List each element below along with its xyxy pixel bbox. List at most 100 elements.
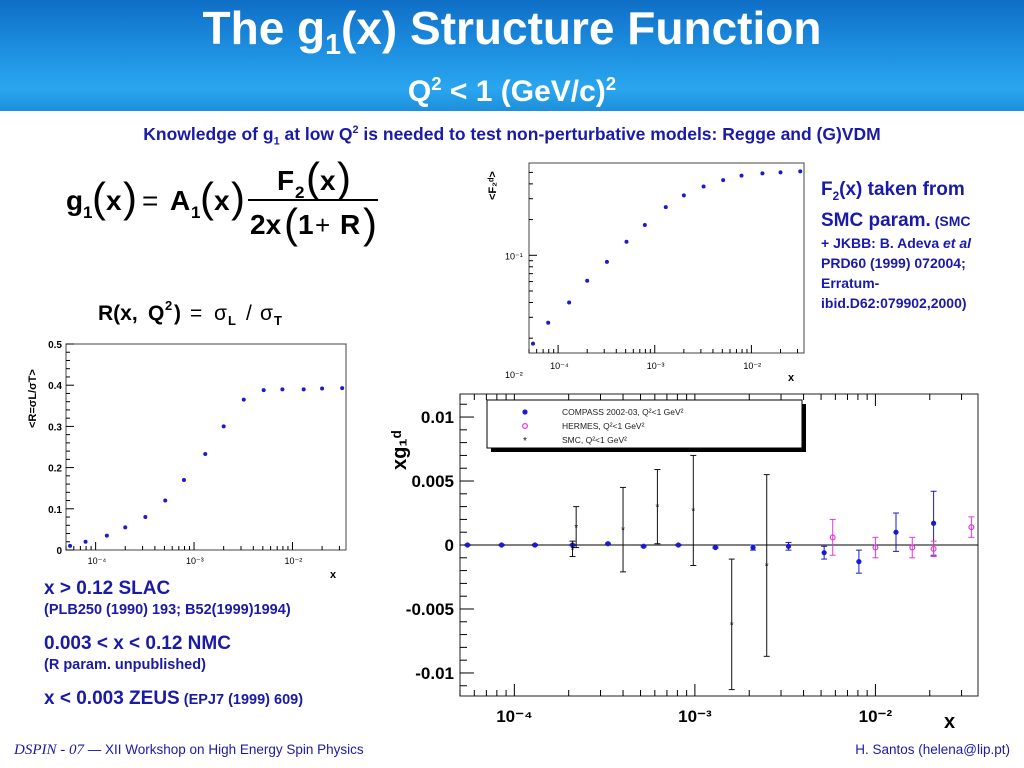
x-tick-label: 10⁻²: [284, 556, 302, 566]
intro-post: is needed to test non-perturbative model…: [358, 123, 881, 144]
data-point: *: [523, 436, 527, 447]
data-point: [280, 387, 285, 392]
data-point: [531, 341, 536, 346]
f2-source-note: F2(x) taken from SMC param. (SMC + JKBB:…: [821, 178, 1021, 313]
data-point: [930, 545, 937, 552]
f2-note-line2: SMC param. (SMC: [821, 209, 1021, 233]
data-point: [181, 477, 186, 482]
data-point: *: [765, 561, 769, 572]
intro-mid: at low Q: [279, 123, 353, 144]
data-point: *: [655, 503, 659, 514]
x-tick-label: 10⁻³: [678, 707, 712, 726]
svg-text:(: (: [284, 200, 298, 247]
slide-subtitle: Q2 < 1 (GeV/c)2: [0, 66, 1024, 110]
data-point: [930, 520, 937, 526]
legend-box: [486, 399, 803, 449]
svg-text:g: g: [66, 185, 83, 216]
data-point: [143, 515, 148, 520]
svg-text:1: 1: [298, 209, 314, 240]
y-tick-label: 0.4: [48, 381, 62, 392]
y-tick-label: 0: [56, 546, 62, 557]
data-point: [221, 424, 226, 429]
data-point: [641, 543, 647, 549]
data-point: [856, 559, 862, 565]
svg-text:(: (: [92, 174, 106, 221]
ref-nmc-citation: (R param. unpublished): [44, 657, 206, 673]
r-references: x > 0.12 SLAC (PLB250 (1990) 193; B52(19…: [44, 577, 404, 711]
x-axis-label: x: [330, 569, 337, 581]
svg-text:x: x: [214, 185, 230, 216]
svg-text:(: (: [200, 174, 214, 221]
f2-note-line6: ibid.D62:079902,2000): [821, 294, 967, 311]
data-point: [464, 542, 471, 548]
svg-text:(: (: [306, 154, 320, 201]
x-tick-label: 10⁻⁴: [496, 707, 532, 726]
f2-note-etal: et al: [943, 234, 972, 251]
intro-statement: Knowledge of g1 at low Q2 is needed to t…: [0, 119, 1024, 152]
data-point: [522, 423, 529, 430]
f2-plot: 10⁻⁴ 10⁻³ 10⁻² 10⁻² 10⁻¹ x <F₂ᵈ>: [487, 162, 805, 384]
data-point: [261, 388, 266, 393]
r-plot: 0 0.1 0.2 0.3 0.4 0.5 10⁻⁴ 10⁻³ 10⁻² x <R=σL/σT>: [27, 340, 347, 581]
x-axis-label: x: [944, 711, 955, 733]
r-formula: R(x, Q 2 ) = σ L / σ T: [98, 298, 282, 328]
data-point: [681, 193, 686, 198]
y-tick-label: 0: [445, 536, 454, 555]
data-point: [163, 498, 168, 503]
title-text-rest: (x) Structure Function: [341, 2, 822, 54]
data-point: [605, 541, 611, 547]
data-point: [320, 386, 325, 391]
f2-note-smc-paren: (SMC: [930, 212, 971, 229]
svg-text:Q: Q: [148, 302, 164, 325]
legend-entry: COMPASS 2002-03, Q²<1 GeV²: [562, 407, 684, 417]
intro-sub: 1: [273, 135, 280, 148]
f2-note-line1: F2(x) taken from: [821, 178, 1021, 209]
data-point: [798, 169, 803, 174]
svg-text:2x: 2x: [250, 209, 282, 240]
f2-note-line5: Erratum-: [821, 274, 880, 291]
title-banner: The g1(x) Structure Function Q2 < 1 (GeV…: [0, 0, 1024, 111]
footer-author: H. Santos (helena@lip.pt): [855, 742, 1010, 757]
svg-text:2: 2: [295, 183, 304, 202]
f2-note-sub: 2: [832, 189, 840, 203]
y-tick-label: 0.1: [48, 505, 62, 516]
svg-text:1: 1: [83, 203, 92, 222]
data-point: *: [571, 545, 575, 556]
conference-name: DSPIN - 07: [14, 742, 84, 758]
x-tick-label: 10⁻⁴: [550, 361, 569, 371]
y-tick-label: -0.01: [415, 664, 454, 683]
ref-zeus-citation: (EPJ7 (1999) 609): [179, 692, 304, 708]
y-axis-label: xg₁ᵈ: [389, 430, 411, 470]
svg-text:/: /: [246, 302, 252, 325]
data-point: [301, 387, 306, 392]
legend-entry: SMC, Q²<1 GeV²: [562, 435, 627, 445]
ref-zeus-line: x < 0.003 ZEUS (EPJ7 (1999) 609): [44, 687, 404, 711]
data-point: [624, 239, 629, 244]
ref-nmc: 0.003 < x < 0.12 NMC: [44, 633, 231, 654]
subtitle-text: Q: [407, 75, 432, 108]
svg-text:F: F: [277, 165, 294, 196]
xg1-plot: 0.01 0.005 0 -0.005 -0.01 10⁻⁴ 10⁻³ 10⁻² x xg₁ᵈ CO…: [389, 393, 979, 733]
svg-text:+: +: [315, 210, 330, 240]
data-point: [585, 278, 590, 283]
data-point: [203, 452, 208, 457]
svg-text:=: =: [190, 302, 202, 325]
data-point: [532, 542, 538, 548]
data-point: [340, 386, 345, 391]
intro-pre: Knowledge of g: [143, 123, 274, 144]
data-point: [567, 300, 572, 305]
data-point: [739, 173, 744, 178]
data-point: [604, 259, 609, 264]
y-tick-label: -0.005: [406, 600, 454, 619]
y-tick-label: 0.5: [48, 340, 62, 351]
data-point: [712, 544, 719, 551]
ref-slac-citation: (PLB250 (1990) 193; B52(1999)1994): [44, 602, 291, 618]
svg-text:): ): [174, 302, 181, 325]
svg-text:): ): [363, 200, 377, 247]
data-point: [721, 178, 726, 183]
x-tick-label: 10⁻²: [743, 361, 761, 371]
svg-text:): ): [337, 154, 351, 201]
x-tick-label: 10⁻⁴: [88, 556, 107, 566]
y-tick-label: 10⁻¹: [505, 251, 523, 261]
data-point: [872, 544, 879, 551]
